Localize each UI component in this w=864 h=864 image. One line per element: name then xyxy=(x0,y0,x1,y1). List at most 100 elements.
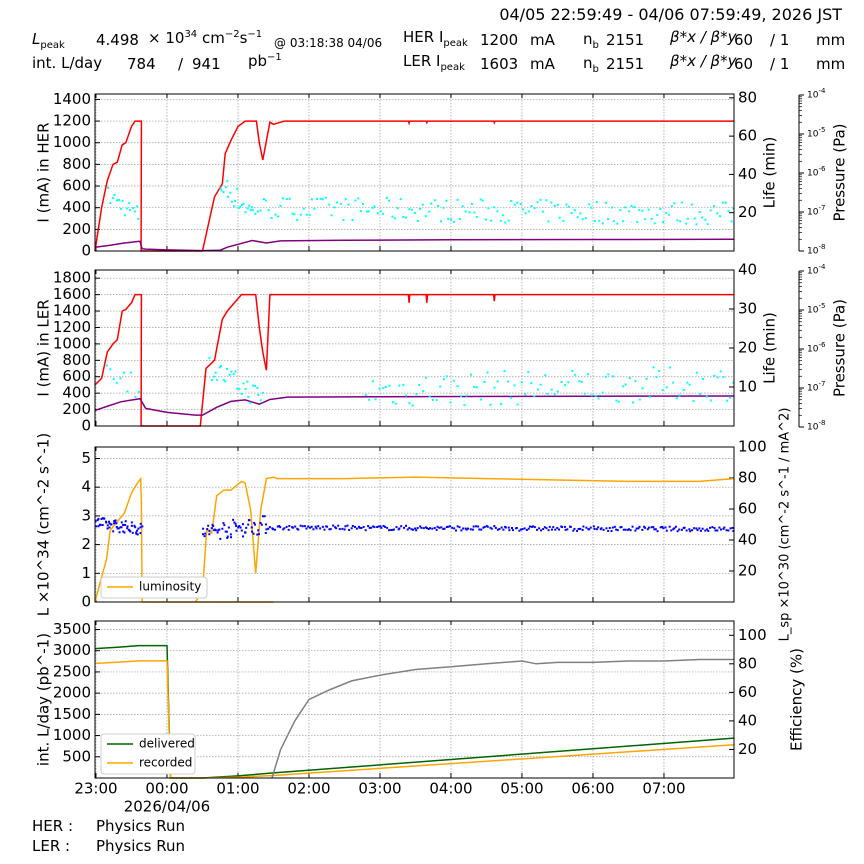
pressure-point xyxy=(336,201,339,204)
pressure-point xyxy=(256,386,259,389)
specific-point xyxy=(328,528,331,531)
specific-point xyxy=(540,529,543,532)
pressure-point xyxy=(342,218,345,221)
pressure-point xyxy=(254,384,257,387)
specific-point xyxy=(312,528,315,531)
specific-point xyxy=(507,526,510,529)
specific-point xyxy=(113,522,116,525)
specific-point xyxy=(512,529,515,532)
pressure-point xyxy=(675,397,678,400)
pressure-point xyxy=(425,376,428,379)
specific-point xyxy=(579,527,582,530)
pressure-point xyxy=(574,373,577,376)
pressure-point xyxy=(416,220,419,223)
y-tick-label: 1200 xyxy=(53,112,91,130)
pressure-point xyxy=(230,370,233,373)
pressure-point xyxy=(259,399,262,402)
pressure-point xyxy=(655,375,658,378)
pressure-point xyxy=(644,218,647,221)
time-range: 04/05 22:59:49 - 04/06 07:59:49, 2026 JS… xyxy=(499,5,842,24)
specific-point xyxy=(208,529,211,532)
specific-point xyxy=(354,525,357,528)
specific-point xyxy=(259,522,262,525)
specific-point xyxy=(115,525,118,528)
specific-point xyxy=(435,528,438,531)
specific-point xyxy=(425,527,428,530)
pressure-point xyxy=(421,203,424,206)
specific-point xyxy=(665,529,668,532)
pressure-point xyxy=(670,205,673,208)
x-tick-label: 01:00 xyxy=(216,780,259,798)
pressure-point xyxy=(439,385,442,388)
pressure-point xyxy=(215,378,218,381)
pressure-point xyxy=(533,395,536,398)
pressure-point xyxy=(431,398,434,401)
y-tick-label: 4 xyxy=(81,478,91,496)
specific-point xyxy=(469,528,472,531)
pressure-tick-label: 10-7 xyxy=(807,204,825,218)
specific-point xyxy=(471,528,474,531)
specific-point xyxy=(508,529,511,532)
her-ipeak-unit: mA xyxy=(530,31,555,49)
pressure-point xyxy=(522,208,525,211)
specific-point xyxy=(436,525,439,528)
specific-point xyxy=(310,525,313,528)
pressure-point xyxy=(479,198,482,201)
pressure-point xyxy=(507,380,510,383)
pressure-point xyxy=(473,211,476,214)
pressure-point xyxy=(645,377,648,380)
pressure-point xyxy=(665,386,668,389)
pressure-point xyxy=(313,207,316,210)
plot-frame xyxy=(94,93,735,252)
specific-point xyxy=(136,529,139,532)
pressure-point xyxy=(222,378,225,381)
specific-point xyxy=(556,526,559,529)
pressure-axis-title: Pressure (Pa) xyxy=(831,299,849,397)
specific-point xyxy=(704,529,707,532)
pressure-point xyxy=(405,216,408,219)
specific-point xyxy=(133,524,136,527)
pressure-point xyxy=(595,201,598,204)
specific-point xyxy=(533,526,536,529)
specific-point xyxy=(299,524,302,527)
specific-point xyxy=(593,527,596,530)
x-tick-label: 00:00 xyxy=(145,780,188,798)
y2-tick-label: 60 xyxy=(738,127,757,145)
specific-point xyxy=(212,524,215,527)
y2-tick-label: 60 xyxy=(738,683,757,701)
y-axis-title: I (mA) in HER xyxy=(35,122,53,222)
specific-point xyxy=(414,527,417,530)
pressure-point xyxy=(726,399,729,402)
specific-point xyxy=(307,525,310,528)
legend-label-delivered: delivered xyxy=(139,737,195,751)
pressure-point xyxy=(107,186,110,189)
pressure-point xyxy=(422,390,425,393)
pressure-point xyxy=(567,205,570,208)
her-nb-sub: b xyxy=(592,40,599,51)
specific-point xyxy=(701,527,704,530)
pressure-point xyxy=(270,217,273,220)
y-tick-label: 400 xyxy=(62,384,91,402)
pressure-point xyxy=(347,203,350,206)
specific-point xyxy=(718,526,721,529)
pressure-point xyxy=(133,210,136,213)
pressure-point xyxy=(105,364,108,367)
specific-point xyxy=(334,526,337,529)
lpeak-unit-exp1: −2 xyxy=(224,29,240,40)
pressure-point xyxy=(648,395,651,398)
pressure-point xyxy=(228,373,231,376)
specific-point xyxy=(235,524,238,527)
pressure-point xyxy=(418,384,421,387)
pressure-point xyxy=(541,210,544,213)
footer-ler-status: Physics Run xyxy=(96,837,186,855)
specific-point xyxy=(680,528,683,531)
specific-point xyxy=(105,521,108,524)
pressure-point xyxy=(699,392,702,395)
pressure-point xyxy=(214,371,217,374)
specific-point xyxy=(248,519,251,522)
specific-point xyxy=(719,528,722,531)
pressure-point xyxy=(536,388,539,391)
pressure-point xyxy=(251,206,254,209)
specific-point xyxy=(283,527,286,530)
pressure-tick-label: 10-4 xyxy=(807,87,826,101)
